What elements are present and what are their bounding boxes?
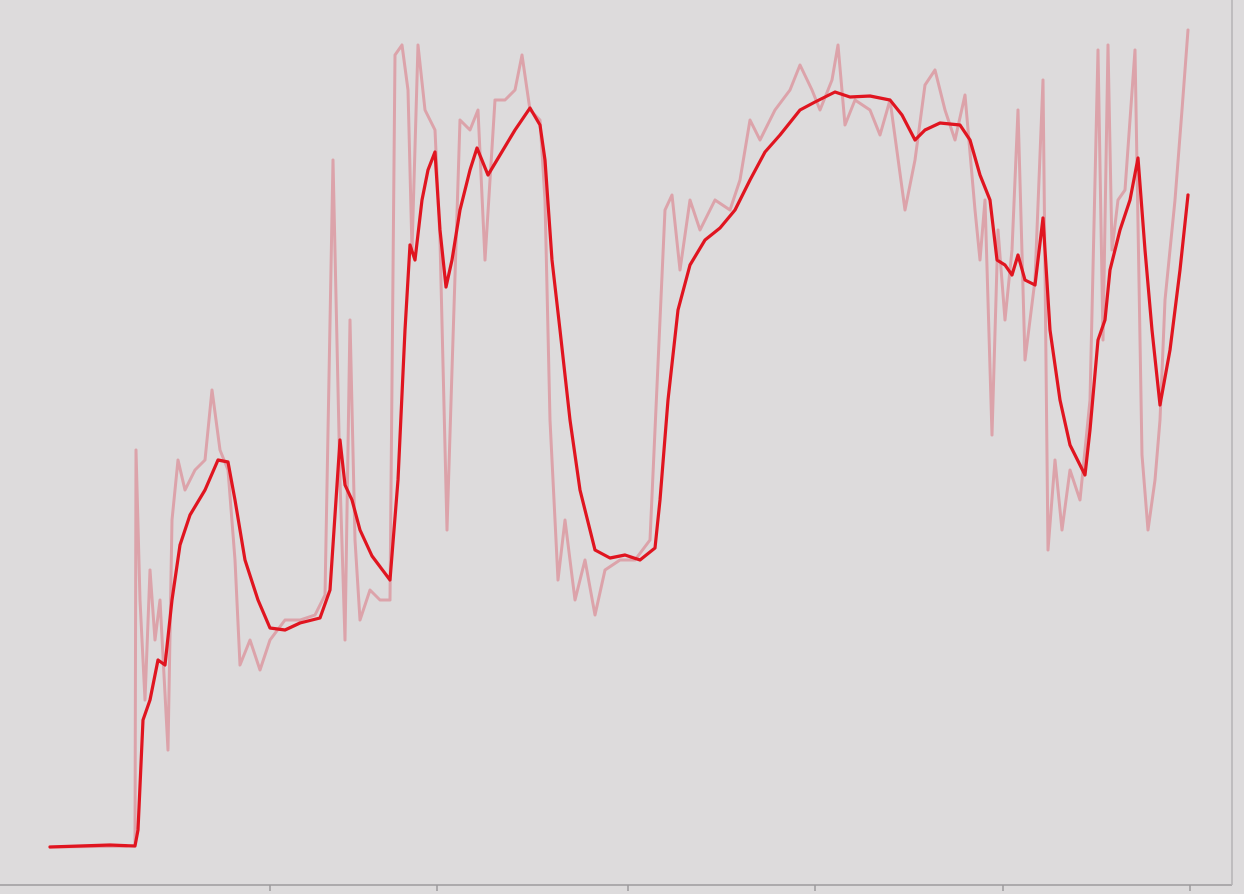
data-line <box>48 28 1190 849</box>
data-line <box>48 90 1190 849</box>
x-tick-marks <box>269 885 1191 891</box>
